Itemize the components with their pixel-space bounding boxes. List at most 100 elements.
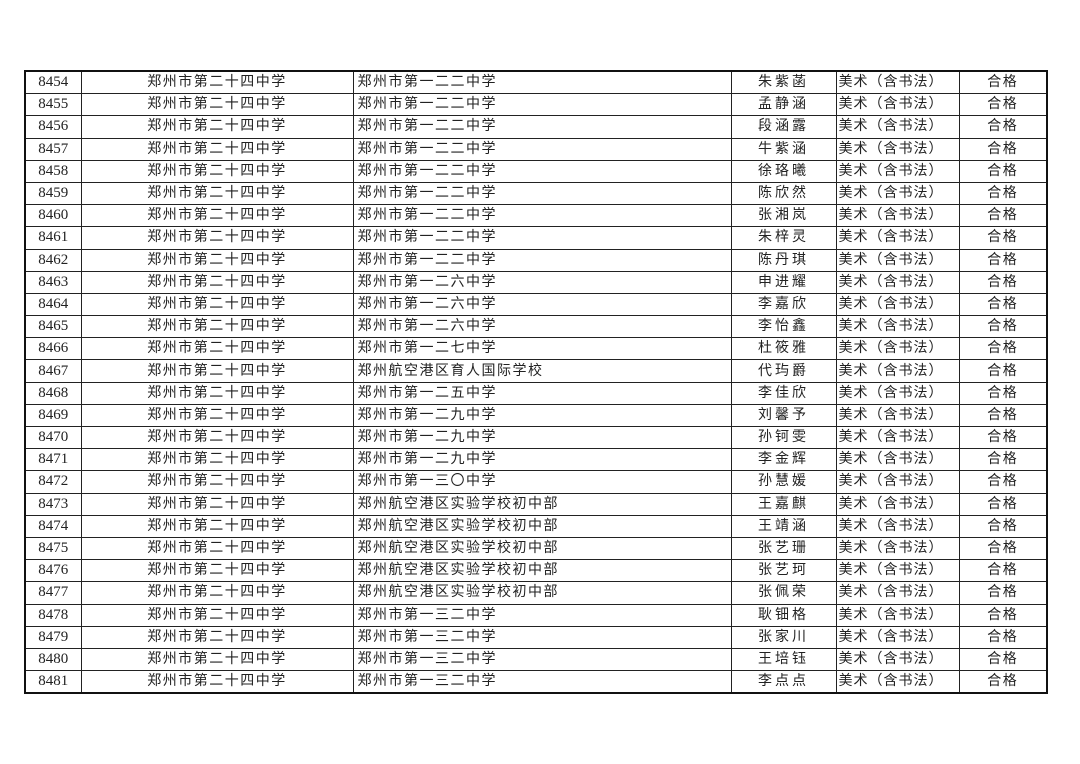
table-row: 8477 郑州市第二十四中学 郑州航空港区实验学校初中部 张佩荣 美术（含书法） 合格 [24, 581, 1048, 605]
exam-school-cell: 郑州市第二十四中学 [80, 359, 354, 383]
subject-cell: 美术（含书法） [835, 226, 960, 250]
row-id-cell: 8457 [24, 137, 82, 161]
table-row: 8456 郑州市第二十四中学 郑州市第一二二中学 段涵露 美术（含书法） 合格 [24, 115, 1048, 139]
subject-cell: 美术（含书法） [835, 403, 960, 428]
student-name-cell: 张艺珂 [730, 559, 837, 583]
exam-school-cell: 郑州市第二十四中学 [80, 93, 354, 117]
student-name-cell: 李金辉 [730, 448, 837, 472]
origin-school-cell: 郑州市第一三二中学 [352, 670, 732, 694]
subject-cell: 美术（含书法） [835, 93, 960, 117]
exam-school-cell: 郑州市第二十四中学 [80, 337, 354, 361]
origin-school-cell: 郑州航空港区实验学校初中部 [352, 492, 732, 516]
origin-school-cell: 郑州市第一二二中学 [352, 204, 732, 228]
result-cell: 合格 [958, 248, 1048, 272]
row-id-cell: 8466 [24, 337, 82, 361]
result-cell: 合格 [958, 647, 1048, 672]
origin-school-cell: 郑州市第一二五中学 [352, 381, 732, 405]
table-row: 8462 郑州市第二十四中学 郑州市第一二二中学 陈丹琪 美术（含书法） 合格 [24, 248, 1048, 272]
subject-cell: 美术（含书法） [835, 115, 960, 139]
table-row: 8473 郑州市第二十四中学 郑州航空港区实验学校初中部 王嘉麒 美术（含书法） 合格 [24, 492, 1048, 516]
result-cell: 合格 [958, 536, 1048, 561]
exam-school-cell: 郑州市第二十四中学 [80, 315, 354, 339]
row-id-cell: 8462 [24, 248, 82, 272]
origin-school-cell: 郑州市第一二六中学 [352, 315, 732, 339]
exam-school-cell: 郑州市第二十四中学 [80, 603, 354, 627]
origin-school-cell: 郑州航空港区实验学校初中部 [352, 536, 732, 561]
table-row: 8457 郑州市第二十四中学 郑州市第一二二中学 牛紫涵 美术（含书法） 合格 [24, 137, 1048, 161]
row-id-cell: 8480 [24, 647, 82, 672]
exam-school-cell: 郑州市第二十四中学 [80, 270, 354, 294]
table-row: 8460 郑州市第二十四中学 郑州市第一二二中学 张湘岚 美术（含书法） 合格 [24, 204, 1048, 228]
result-cell: 合格 [958, 181, 1048, 206]
exam-school-cell: 郑州市第二十四中学 [80, 470, 354, 494]
subject-cell: 美术（含书法） [835, 181, 960, 206]
result-cell: 合格 [958, 137, 1048, 161]
exam-school-cell: 郑州市第二十四中学 [80, 381, 354, 405]
row-id-cell: 8461 [24, 226, 82, 250]
results-table: 8454 郑州市第二十四中学 郑州市第一二二中学 朱紫菡 美术（含书法） 合格 8455 郑州… [24, 70, 1048, 695]
origin-school-cell: 郑州市第一二六中学 [352, 270, 732, 294]
row-id-cell: 8475 [24, 536, 82, 561]
table-row: 8468 郑州市第二十四中学 郑州市第一二五中学 李佳欣 美术（含书法） 合格 [24, 381, 1048, 405]
origin-school-cell: 郑州市第一二二中学 [352, 115, 732, 139]
result-cell: 合格 [958, 625, 1048, 649]
table-row: 8461 郑州市第二十四中学 郑州市第一二二中学 朱梓灵 美术（含书法） 合格 [24, 226, 1048, 250]
subject-cell: 美术（含书法） [835, 159, 960, 183]
student-name-cell: 申进耀 [730, 270, 837, 294]
table-row: 8478 郑州市第二十四中学 郑州市第一三二中学 耿钿格 美术（含书法） 合格 [24, 603, 1048, 627]
subject-cell: 美术（含书法） [835, 137, 960, 161]
row-id-cell: 8463 [24, 270, 82, 294]
student-name-cell: 王嘉麒 [730, 492, 837, 516]
subject-cell: 美术（含书法） [835, 581, 960, 605]
origin-school-cell: 郑州航空港区育人国际学校 [352, 359, 732, 383]
result-cell: 合格 [958, 159, 1048, 183]
table-row: 8474 郑州市第二十四中学 郑州航空港区实验学校初中部 王靖涵 美术（含书法） 合格 [24, 514, 1048, 538]
subject-cell: 美术（含书法） [835, 248, 960, 272]
exam-school-cell: 郑州市第二十四中学 [80, 403, 354, 428]
origin-school-cell: 郑州市第一三二中学 [352, 603, 732, 627]
origin-school-cell: 郑州市第一三二中学 [352, 625, 732, 649]
exam-school-cell: 郑州市第二十四中学 [80, 181, 354, 206]
row-id-cell: 8456 [24, 115, 82, 139]
student-name-cell: 朱梓灵 [730, 226, 837, 250]
result-cell: 合格 [958, 93, 1048, 117]
student-name-cell: 王培钰 [730, 647, 837, 672]
subject-cell: 美术（含书法） [835, 359, 960, 383]
exam-school-cell: 郑州市第二十四中学 [80, 204, 354, 228]
row-id-cell: 8458 [24, 159, 82, 183]
origin-school-cell: 郑州航空港区实验学校初中部 [352, 559, 732, 583]
subject-cell: 美术（含书法） [835, 448, 960, 472]
table-row: 8455 郑州市第二十四中学 郑州市第一二二中学 孟静涵 美术（含书法） 合格 [24, 93, 1048, 117]
subject-cell: 美术（含书法） [835, 425, 960, 450]
row-id-cell: 8467 [24, 359, 82, 383]
row-id-cell: 8455 [24, 93, 82, 117]
exam-school-cell: 郑州市第二十四中学 [80, 115, 354, 139]
student-name-cell: 李点点 [730, 670, 837, 694]
exam-school-cell: 郑州市第二十四中学 [80, 226, 354, 250]
student-name-cell: 孙慧媛 [730, 470, 837, 494]
row-id-cell: 8459 [24, 181, 82, 206]
subject-cell: 美术（含书法） [835, 470, 960, 494]
row-id-cell: 8481 [24, 670, 82, 694]
origin-school-cell: 郑州市第一二六中学 [352, 292, 732, 317]
student-name-cell: 牛紫涵 [730, 137, 837, 161]
student-name-cell: 代玙爵 [730, 359, 837, 383]
exam-school-cell: 郑州市第二十四中学 [80, 492, 354, 516]
table-row: 8476 郑州市第二十四中学 郑州航空港区实验学校初中部 张艺珂 美术（含书法） 合格 [24, 559, 1048, 583]
student-name-cell: 孟静涵 [730, 93, 837, 117]
table-row: 8475 郑州市第二十四中学 郑州航空港区实验学校初中部 张艺珊 美术（含书法） 合格 [24, 536, 1048, 561]
subject-cell: 美术（含书法） [835, 204, 960, 228]
result-cell: 合格 [958, 270, 1048, 294]
result-cell: 合格 [958, 603, 1048, 627]
student-name-cell: 李怡鑫 [730, 315, 837, 339]
exam-school-cell: 郑州市第二十四中学 [80, 625, 354, 649]
subject-cell: 美术（含书法） [835, 536, 960, 561]
table-row: 8458 郑州市第二十四中学 郑州市第一二二中学 徐珞曦 美术（含书法） 合格 [24, 159, 1048, 183]
table-row: 8469 郑州市第二十四中学 郑州市第一二九中学 刘馨予 美术（含书法） 合格 [24, 403, 1048, 428]
exam-school-cell: 郑州市第二十四中学 [80, 425, 354, 450]
subject-cell: 美术（含书法） [835, 315, 960, 339]
row-id-cell: 8478 [24, 603, 82, 627]
row-id-cell: 8468 [24, 381, 82, 405]
student-name-cell: 李嘉欣 [730, 292, 837, 317]
subject-cell: 美术（含书法） [835, 670, 960, 694]
